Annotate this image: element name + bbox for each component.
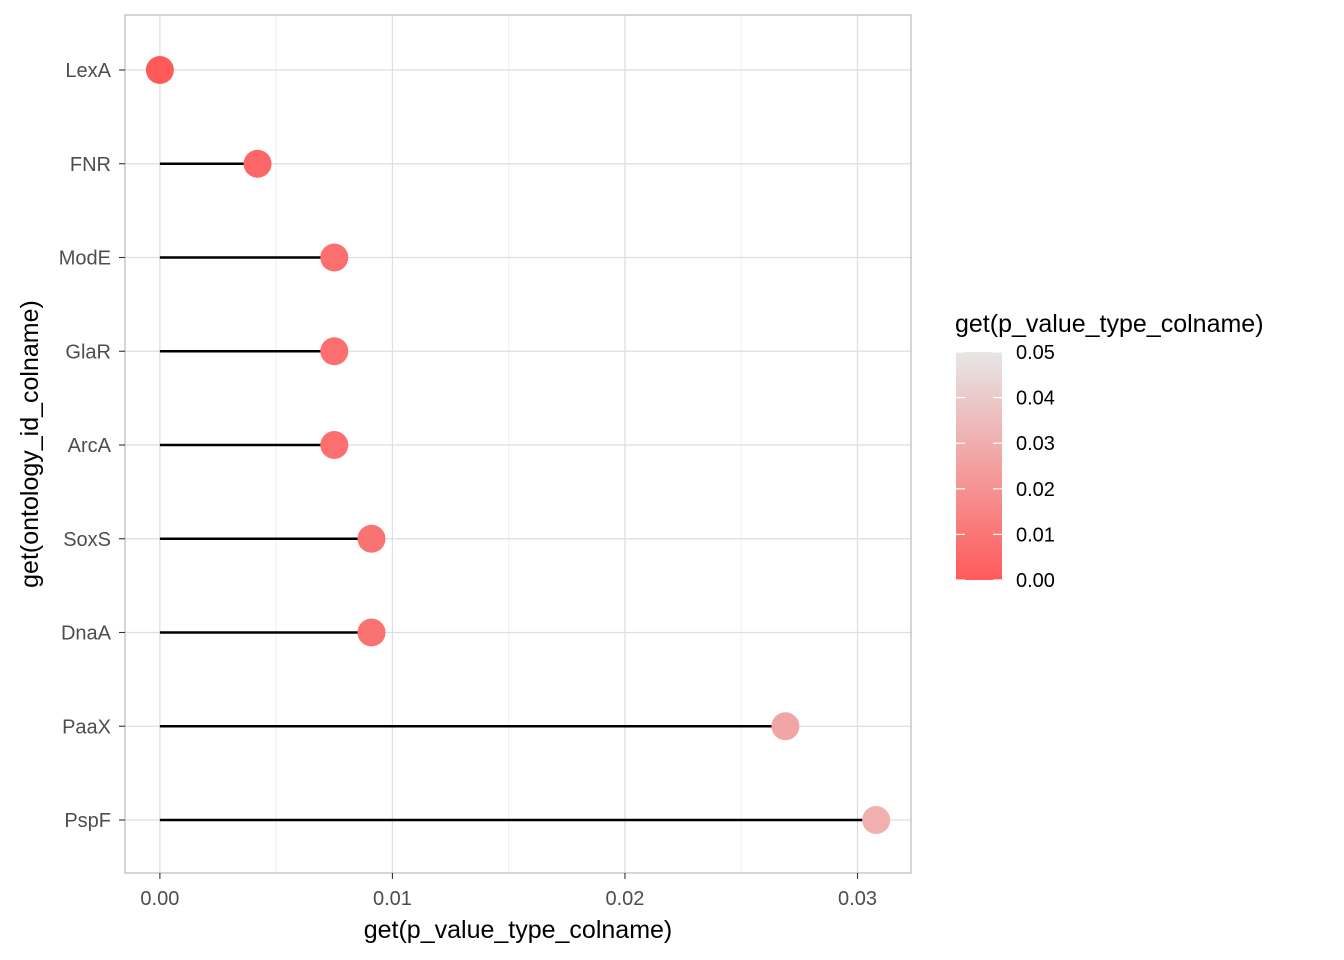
- legend-tick-label: 0.05: [1016, 342, 1055, 364]
- plot-marks: [145, 56, 891, 834]
- y-tick-label: GlaR: [65, 341, 111, 363]
- data-point: [862, 806, 891, 834]
- y-tick-label: DnaA: [61, 623, 112, 645]
- legend-tick-label: 0.00: [1016, 570, 1055, 592]
- data-point: [320, 243, 349, 272]
- data-point: [357, 618, 386, 647]
- legend-tick-label: 0.04: [1016, 388, 1055, 410]
- data-point: [320, 431, 349, 459]
- x-axis-title: get(p_value_type_colname): [364, 916, 673, 944]
- legend-ticks: 0.00 0.01 0.02 0.03 0.04 0.05: [956, 342, 1055, 592]
- y-tick-label: LexA: [65, 60, 111, 82]
- legend-tick-label: 0.03: [1016, 433, 1055, 455]
- y-tick-label: SoxS: [63, 529, 111, 551]
- y-tick-label: ModE: [59, 248, 111, 270]
- data-point: [771, 712, 800, 741]
- data-point: [243, 149, 272, 178]
- y-tick-label: PaaX: [62, 716, 111, 738]
- panel-border: [124, 14, 912, 874]
- data-point: [320, 337, 349, 366]
- x-axis: 0.00 0.01 0.02 0.03: [140, 873, 877, 910]
- y-axis-title: get(ontology_id_colname): [16, 300, 44, 588]
- data-point: [357, 524, 386, 553]
- y-axis: LexA FNR ModE GlaR ArcA SoxS DnaA PaaX PspF: [59, 60, 125, 832]
- legend-tick-label: 0.01: [1016, 524, 1055, 546]
- legend-title: get(p_value_type_colname): [955, 310, 1264, 338]
- y-tick-label: FNR: [70, 154, 111, 176]
- legend-colorbar: [956, 352, 1002, 580]
- y-tick-label: PspF: [64, 810, 111, 832]
- x-tick-label: 0.03: [838, 888, 877, 910]
- x-tick-label: 0.00: [140, 888, 179, 910]
- color-legend: get(p_value_type_colname) 0.000.010.020.…: [955, 310, 1264, 592]
- x-tick-label: 0.01: [373, 888, 412, 910]
- data-point: [145, 56, 174, 84]
- y-tick-label: ArcA: [68, 435, 112, 457]
- x-tick-label: 0.02: [606, 888, 645, 910]
- legend-tick-label: 0.02: [1016, 479, 1055, 501]
